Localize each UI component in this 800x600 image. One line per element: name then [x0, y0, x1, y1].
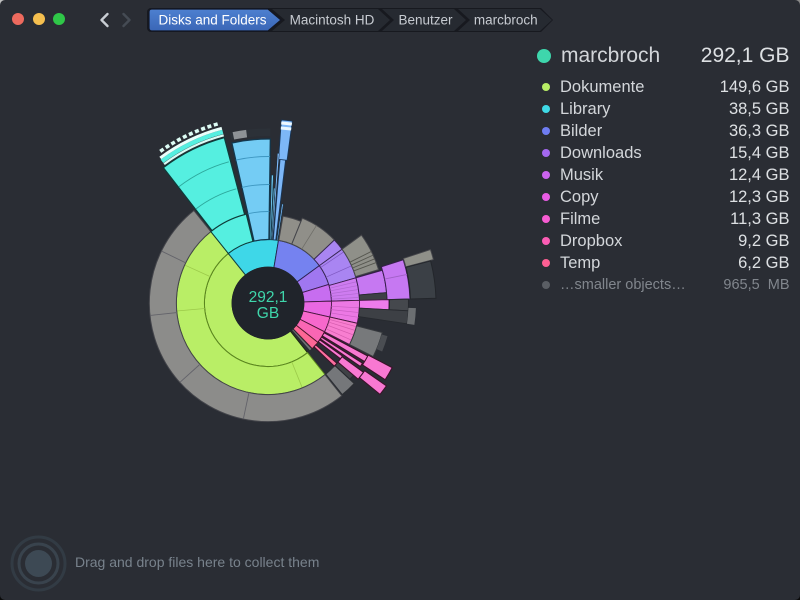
svg-text:Benutzer: Benutzer: [398, 13, 453, 28]
svg-text:marcbroch: marcbroch: [474, 13, 538, 28]
svg-text:Macintosh HD: Macintosh HD: [290, 13, 375, 28]
svg-text:292,1: 292,1: [249, 289, 288, 306]
svg-text:Disks and Folders: Disks and Folders: [158, 13, 266, 28]
svg-text:GB: GB: [257, 305, 279, 322]
